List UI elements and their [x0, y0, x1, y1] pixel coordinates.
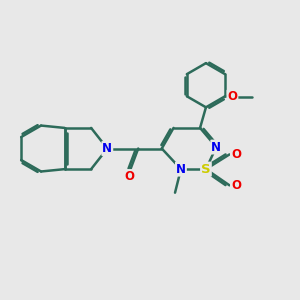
Text: N: N	[102, 142, 112, 155]
Text: O: O	[231, 179, 241, 192]
Text: O: O	[124, 170, 134, 183]
Text: N: N	[211, 141, 221, 154]
Text: O: O	[227, 91, 237, 103]
Text: S: S	[201, 163, 211, 176]
Text: O: O	[231, 148, 241, 161]
Text: N: N	[176, 163, 186, 176]
